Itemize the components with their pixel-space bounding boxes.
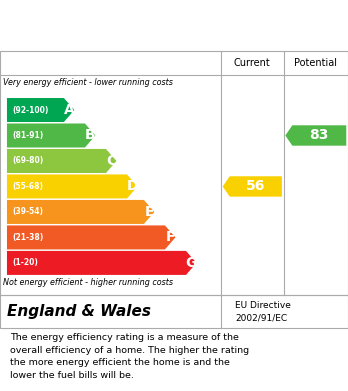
Text: Potential: Potential bbox=[294, 58, 337, 68]
Polygon shape bbox=[223, 176, 282, 197]
Polygon shape bbox=[7, 251, 196, 275]
Text: (1-20): (1-20) bbox=[12, 258, 38, 267]
Text: (92-100): (92-100) bbox=[12, 106, 49, 115]
Polygon shape bbox=[7, 124, 95, 147]
Text: (81-91): (81-91) bbox=[12, 131, 44, 140]
Polygon shape bbox=[7, 98, 74, 122]
Polygon shape bbox=[285, 125, 346, 146]
Text: Energy Efficiency Rating: Energy Efficiency Rating bbox=[10, 16, 239, 34]
Text: 56: 56 bbox=[246, 179, 266, 194]
Text: Current: Current bbox=[234, 58, 271, 68]
Polygon shape bbox=[7, 200, 154, 224]
Text: England & Wales: England & Wales bbox=[7, 304, 151, 319]
Text: The energy efficiency rating is a measure of the
overall efficiency of a home. T: The energy efficiency rating is a measur… bbox=[10, 334, 250, 380]
Text: E: E bbox=[144, 205, 154, 219]
Polygon shape bbox=[7, 226, 175, 249]
Text: D: D bbox=[127, 179, 138, 194]
Text: 83: 83 bbox=[310, 129, 329, 142]
Text: Very energy efficient - lower running costs: Very energy efficient - lower running co… bbox=[3, 78, 173, 87]
Text: (21-38): (21-38) bbox=[12, 233, 44, 242]
Text: (69-80): (69-80) bbox=[12, 156, 44, 165]
Text: B: B bbox=[85, 129, 95, 142]
Text: G: G bbox=[185, 256, 197, 270]
Text: (55-68): (55-68) bbox=[12, 182, 43, 191]
Polygon shape bbox=[7, 174, 137, 199]
Text: A: A bbox=[64, 103, 74, 117]
Polygon shape bbox=[7, 149, 117, 173]
Text: (39-54): (39-54) bbox=[12, 208, 43, 217]
Text: Not energy efficient - higher running costs: Not energy efficient - higher running co… bbox=[3, 278, 174, 287]
Text: C: C bbox=[106, 154, 116, 168]
Text: F: F bbox=[165, 230, 175, 244]
Text: EU Directive
2002/91/EC: EU Directive 2002/91/EC bbox=[235, 301, 291, 322]
